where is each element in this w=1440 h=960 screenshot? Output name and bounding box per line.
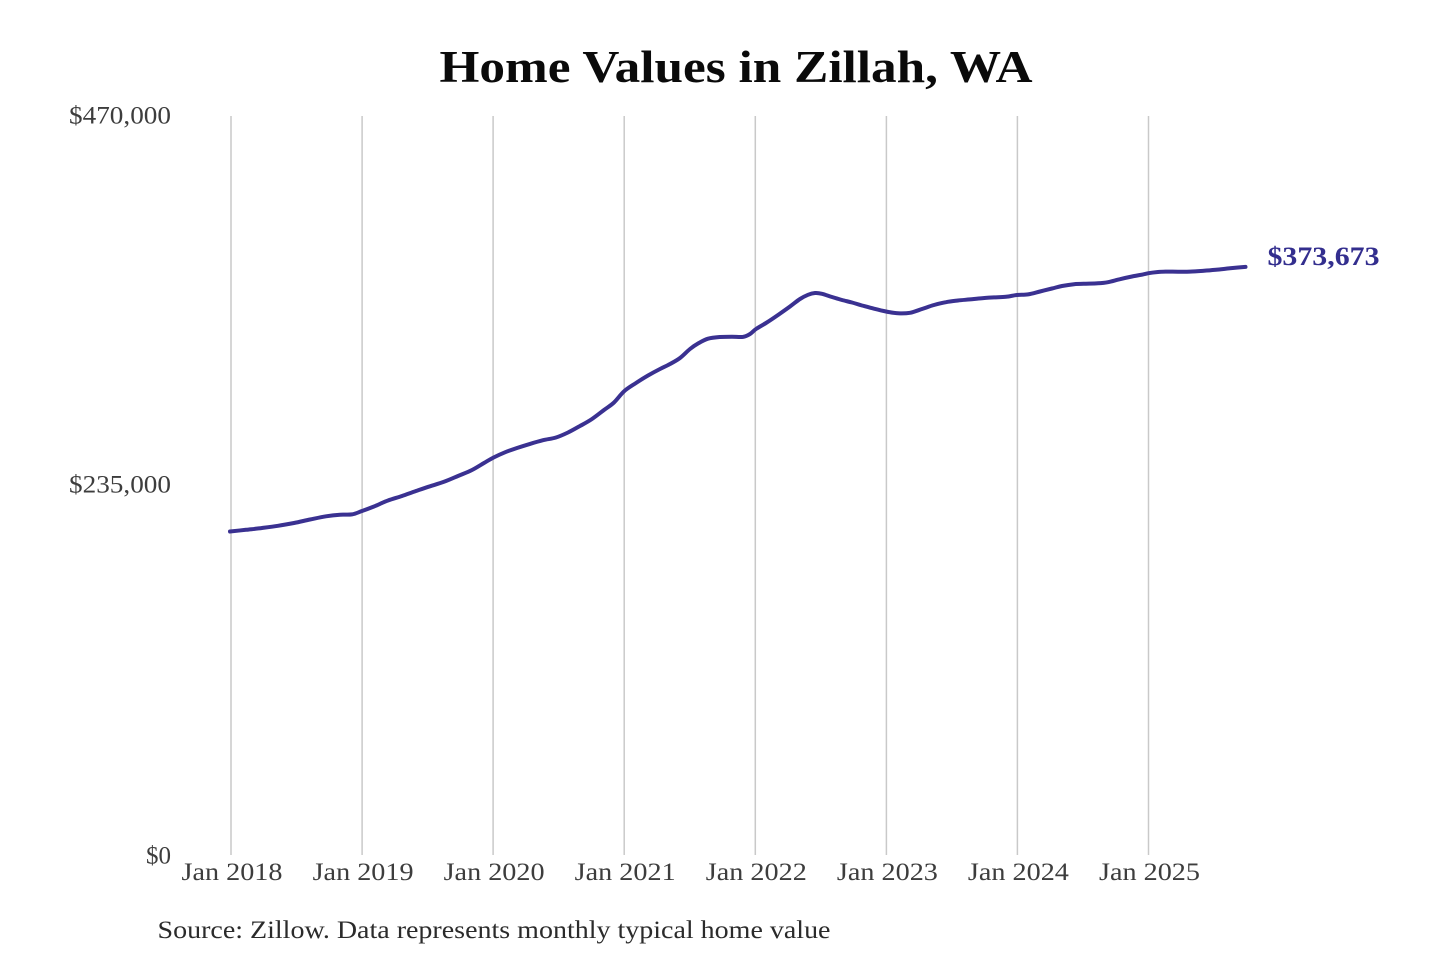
svg-text:Home Values in Zillah, WA: Home Values in Zillah, WA (440, 42, 1034, 92)
svg-text:Source: Zillow. Data represent: Source: Zillow. Data represents monthly … (158, 917, 831, 944)
svg-text:$373,673: $373,673 (1268, 242, 1380, 271)
svg-text:Jan 2025: Jan 2025 (1099, 859, 1200, 886)
svg-text:Jan 2018: Jan 2018 (182, 859, 283, 886)
svg-text:Jan 2021: Jan 2021 (575, 859, 676, 886)
svg-text:$235,000: $235,000 (69, 472, 171, 499)
svg-text:$470,000: $470,000 (69, 103, 171, 130)
svg-text:Jan 2020: Jan 2020 (444, 859, 545, 886)
svg-text:Jan 2023: Jan 2023 (837, 859, 938, 886)
svg-text:Jan 2024: Jan 2024 (968, 859, 1070, 886)
svg-text:Jan 2019: Jan 2019 (313, 859, 414, 886)
svg-text:Jan 2022: Jan 2022 (706, 859, 807, 886)
svg-text:$0: $0 (146, 843, 171, 870)
